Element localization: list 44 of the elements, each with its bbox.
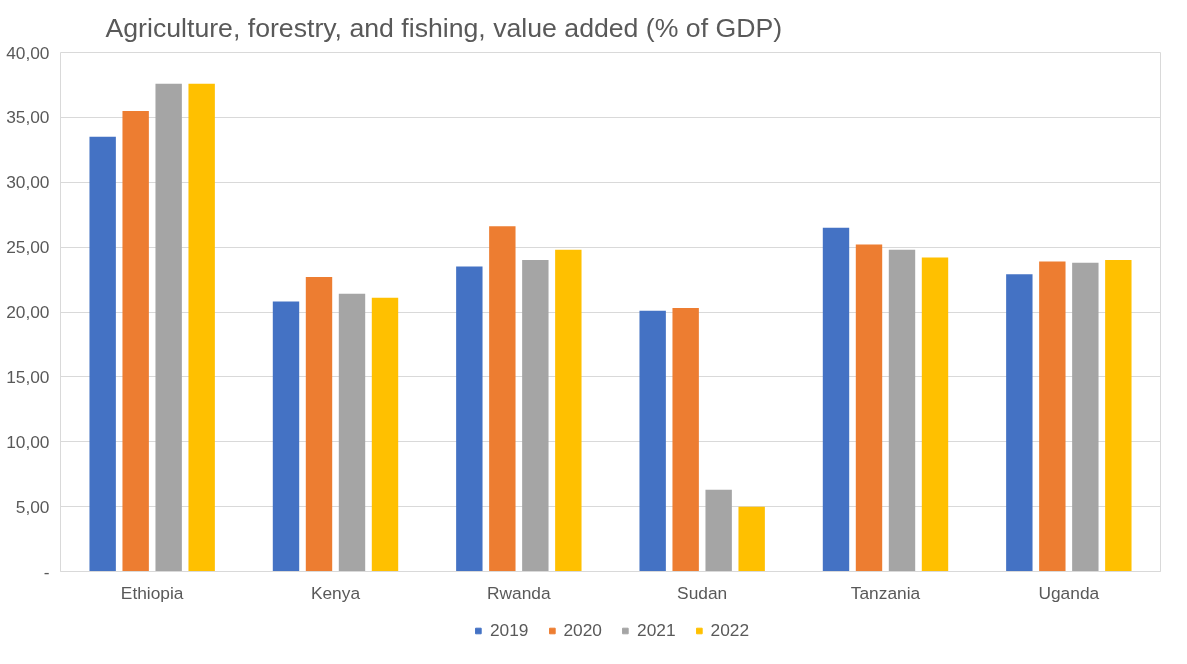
legend-label: 2020 bbox=[563, 619, 602, 641]
bar bbox=[155, 83, 182, 572]
x-tick-label: Ethiopia bbox=[120, 582, 184, 603]
x-tick-label: Tanzania bbox=[850, 582, 921, 603]
bar bbox=[555, 249, 582, 572]
x-tick-label: Kenya bbox=[310, 582, 361, 603]
bar bbox=[188, 83, 215, 572]
bar bbox=[272, 301, 300, 572]
bar bbox=[1039, 261, 1066, 572]
bar bbox=[89, 136, 116, 572]
chart-title: Agriculture, forestry, and fishing, value added (% of GDP) bbox=[105, 12, 783, 43]
y-tick-label: 15,00 bbox=[6, 366, 50, 387]
bar bbox=[371, 297, 399, 572]
bar bbox=[822, 227, 850, 572]
legend-label: 2021 bbox=[637, 619, 676, 641]
x-tick-label: Uganda bbox=[1038, 582, 1100, 603]
bar bbox=[705, 489, 732, 572]
bar bbox=[639, 310, 666, 572]
bar bbox=[456, 266, 483, 572]
legend-label: 2022 bbox=[710, 619, 750, 641]
bar bbox=[921, 257, 949, 572]
y-tick-label: 20,00 bbox=[6, 302, 50, 322]
bar bbox=[672, 308, 699, 572]
legend-label: 2019 bbox=[489, 619, 529, 641]
bar bbox=[122, 110, 149, 572]
bar bbox=[305, 276, 333, 572]
y-tick-label: 40,00 bbox=[6, 42, 50, 63]
bar bbox=[738, 506, 765, 572]
bar bbox=[1072, 262, 1099, 572]
y-tick-label: 30,00 bbox=[6, 172, 50, 193]
y-tick-label: - bbox=[43, 561, 50, 582]
bar bbox=[489, 226, 516, 572]
y-tick-label: 10,00 bbox=[6, 431, 50, 452]
bar bbox=[522, 260, 549, 572]
bar bbox=[855, 244, 883, 572]
bar bbox=[1105, 260, 1132, 572]
bar bbox=[338, 293, 366, 572]
y-tick-label: 5,00 bbox=[15, 496, 50, 517]
x-tick-label: Sudan bbox=[677, 582, 728, 603]
y-tick-label: 35,00 bbox=[6, 107, 50, 128]
y-tick-label: 25,00 bbox=[6, 237, 50, 258]
x-tick-label: Rwanda bbox=[487, 582, 551, 603]
bar bbox=[888, 249, 916, 572]
bar bbox=[1006, 274, 1033, 572]
